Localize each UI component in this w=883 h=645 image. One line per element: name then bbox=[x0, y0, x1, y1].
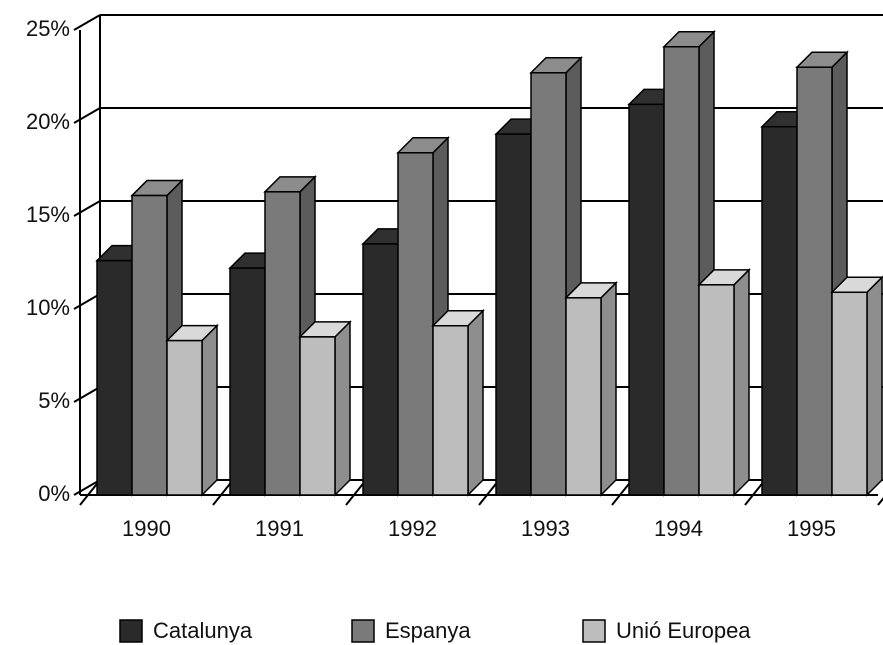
y-tick-label: 15% bbox=[26, 202, 70, 227]
x-tick-label: 1990 bbox=[122, 516, 171, 541]
bar bbox=[96, 259, 133, 496]
tick-mark bbox=[73, 293, 101, 310]
tick-mark bbox=[73, 107, 101, 124]
bar-side bbox=[467, 308, 484, 497]
y-tick-label: 20% bbox=[26, 109, 70, 134]
legend-label: Espanya bbox=[385, 618, 471, 643]
bar-side bbox=[733, 268, 750, 497]
bar bbox=[796, 66, 833, 496]
bar bbox=[397, 152, 434, 496]
x-tick-label: 1995 bbox=[787, 516, 836, 541]
bar bbox=[432, 324, 469, 496]
legend-label: Unió Europea bbox=[616, 618, 751, 643]
bar bbox=[131, 194, 168, 496]
y-tick-label: 10% bbox=[26, 295, 70, 320]
bar-side bbox=[334, 320, 351, 497]
tick-mark bbox=[73, 14, 101, 31]
x-tick-label: 1992 bbox=[388, 516, 437, 541]
legend-swatch bbox=[582, 619, 606, 643]
bar bbox=[698, 284, 735, 496]
bar bbox=[761, 125, 798, 496]
bar-side bbox=[600, 281, 617, 497]
bar bbox=[628, 103, 665, 496]
x-tick-label: 1993 bbox=[521, 516, 570, 541]
bar bbox=[495, 133, 532, 496]
x-tick-mark bbox=[877, 497, 883, 506]
legend-label: Catalunya bbox=[153, 618, 253, 643]
legend-swatch bbox=[119, 619, 143, 643]
y-tick-label: 0% bbox=[38, 481, 70, 506]
x-tick-label: 1994 bbox=[654, 516, 703, 541]
bar-side bbox=[866, 275, 883, 497]
tick-mark bbox=[73, 200, 101, 217]
tick-mark bbox=[73, 386, 101, 403]
tick-mark bbox=[73, 479, 101, 496]
bar bbox=[166, 339, 203, 496]
legend-swatch bbox=[351, 619, 375, 643]
bar bbox=[530, 72, 567, 496]
bar bbox=[299, 336, 336, 496]
bar bbox=[362, 243, 399, 496]
bar bbox=[565, 297, 602, 496]
x-tick-label: 1991 bbox=[255, 516, 304, 541]
bar-side bbox=[201, 323, 218, 497]
bar bbox=[229, 267, 266, 496]
y-tick-label: 25% bbox=[26, 16, 70, 41]
y-tick-label: 5% bbox=[38, 388, 70, 413]
bar bbox=[264, 191, 301, 496]
bar bbox=[831, 291, 868, 496]
bar bbox=[663, 45, 700, 496]
